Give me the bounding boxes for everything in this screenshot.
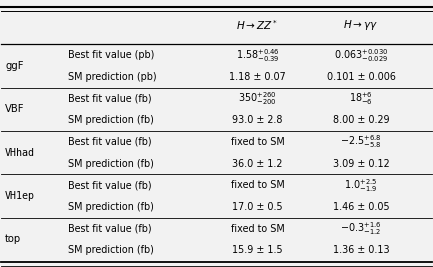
Text: 8.00 ± 0.29: 8.00 ± 0.29 bbox=[333, 115, 389, 125]
Text: 36.0 ± 1.2: 36.0 ± 1.2 bbox=[233, 159, 283, 168]
Text: Best fit value (fb): Best fit value (fb) bbox=[68, 180, 151, 190]
Text: $H \rightarrow \gamma\gamma$: $H \rightarrow \gamma\gamma$ bbox=[343, 18, 379, 32]
Text: −0.3$^{+1.6}_{-1.2}$: −0.3$^{+1.6}_{-1.2}$ bbox=[340, 220, 382, 237]
Text: 17.0 ± 0.5: 17.0 ± 0.5 bbox=[232, 202, 283, 212]
Text: 0.063$^{+0.030}_{-0.029}$: 0.063$^{+0.030}_{-0.029}$ bbox=[334, 47, 388, 64]
Text: SM prediction (fb): SM prediction (fb) bbox=[68, 159, 153, 168]
Text: 1.18 ± 0.07: 1.18 ± 0.07 bbox=[229, 72, 286, 82]
Text: fixed to SM: fixed to SM bbox=[231, 137, 284, 147]
Text: fixed to SM: fixed to SM bbox=[231, 223, 284, 234]
Text: −2.5$^{+6.8}_{-5.8}$: −2.5$^{+6.8}_{-5.8}$ bbox=[340, 134, 382, 150]
Text: Best fit value (fb): Best fit value (fb) bbox=[68, 223, 151, 234]
Text: Best fit value (fb): Best fit value (fb) bbox=[68, 137, 151, 147]
Text: SM prediction (fb): SM prediction (fb) bbox=[68, 245, 153, 255]
Text: 15.9 ± 1.5: 15.9 ± 1.5 bbox=[232, 245, 283, 255]
Text: Best fit value (pb): Best fit value (pb) bbox=[68, 50, 154, 60]
Text: VBF: VBF bbox=[5, 104, 25, 115]
Text: $H \rightarrow ZZ^*$: $H \rightarrow ZZ^*$ bbox=[236, 18, 279, 32]
Text: VH1ep: VH1ep bbox=[5, 191, 35, 201]
Text: 1.58$^{+0.46}_{-0.39}$: 1.58$^{+0.46}_{-0.39}$ bbox=[236, 47, 279, 64]
Text: 18$^{+6}_{-6}$: 18$^{+6}_{-6}$ bbox=[349, 90, 373, 107]
Text: top: top bbox=[5, 234, 21, 244]
Text: 3.09 ± 0.12: 3.09 ± 0.12 bbox=[333, 159, 389, 168]
Text: 1.46 ± 0.05: 1.46 ± 0.05 bbox=[333, 202, 389, 212]
Text: ggF: ggF bbox=[5, 61, 23, 71]
Text: SM prediction (pb): SM prediction (pb) bbox=[68, 72, 156, 82]
Text: 93.0 ± 2.8: 93.0 ± 2.8 bbox=[232, 115, 283, 125]
Text: fixed to SM: fixed to SM bbox=[231, 180, 284, 190]
Text: 1.0$^{+2.5}_{-1.9}$: 1.0$^{+2.5}_{-1.9}$ bbox=[345, 177, 378, 194]
Text: 350$^{+260}_{-200}$: 350$^{+260}_{-200}$ bbox=[238, 90, 277, 107]
Text: SM prediction (fb): SM prediction (fb) bbox=[68, 202, 153, 212]
Text: VHhad: VHhad bbox=[5, 148, 35, 158]
Text: 1.36 ± 0.13: 1.36 ± 0.13 bbox=[333, 245, 389, 255]
Text: Best fit value (fb): Best fit value (fb) bbox=[68, 94, 151, 104]
Text: 0.101 ± 0.006: 0.101 ± 0.006 bbox=[326, 72, 395, 82]
Text: SM prediction (fb): SM prediction (fb) bbox=[68, 115, 153, 125]
